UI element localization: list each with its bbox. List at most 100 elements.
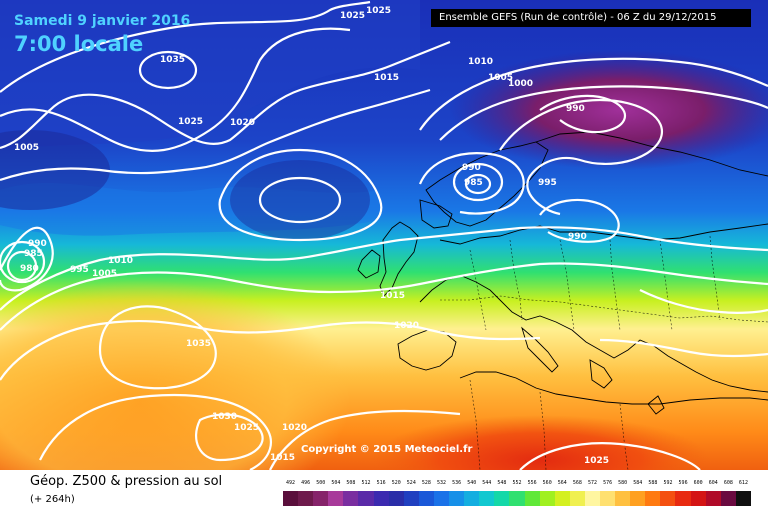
isobar-label: 1035 <box>160 55 185 65</box>
scale-swatch <box>313 491 329 506</box>
sahara-warm-core <box>370 415 710 470</box>
isobar-label: 990 <box>566 104 585 114</box>
isobar-label: 1005 <box>14 143 39 153</box>
scale-swatch <box>660 491 676 506</box>
legend-panel: Géop. Z500 & pression au sol (+ 264h) 49… <box>0 470 768 512</box>
upper-blue-area <box>0 0 420 150</box>
scale-swatch <box>433 491 450 506</box>
scale-label: 592 <box>663 480 673 486</box>
isobar-label: 985 <box>464 178 483 188</box>
scale-swatch <box>283 491 299 506</box>
isobar-label: 1025 <box>340 11 365 21</box>
scale-label: 512 <box>361 480 371 486</box>
scale-label: 580 <box>618 480 628 486</box>
isobar-label: 1020 <box>394 321 419 331</box>
scale-label: 596 <box>678 480 688 486</box>
forecast-time: 7:00 locale <box>14 32 144 56</box>
isobar-label: 1025 <box>366 6 391 16</box>
scale-labels: 492 496 500 504 508 512 516 520 524 528 532 536 540 5… <box>283 480 751 490</box>
scale-swatch <box>615 491 631 506</box>
isobar-label: 990 <box>462 163 481 173</box>
scale-swatch <box>645 491 661 506</box>
lead-time: (+ 264h) <box>30 494 75 505</box>
isobar-label: 990 <box>28 239 47 249</box>
scale-swatch <box>599 491 616 506</box>
scale-label: 532 <box>437 480 447 486</box>
isobar-label: 990 <box>568 232 587 242</box>
isobar-label: 1010 <box>468 57 493 67</box>
mid-low-core <box>230 160 370 240</box>
scale-label: 560 <box>542 480 552 486</box>
scale-label: 528 <box>421 480 431 486</box>
scale-label: 520 <box>391 480 401 486</box>
isobar-label: 1005 <box>92 269 117 279</box>
scale-swatch <box>569 491 585 506</box>
isobar-label: 980 <box>20 264 39 274</box>
scale-colors <box>283 491 751 506</box>
scale-label: 492 <box>286 480 296 486</box>
copyright: Copyright © 2015 Meteociel.fr <box>301 444 473 455</box>
scale-swatch <box>554 491 570 506</box>
scale-swatch <box>675 491 691 506</box>
country-borders <box>440 235 768 470</box>
isobar-label: 1020 <box>282 423 307 433</box>
isobar-label: 1020 <box>230 118 255 128</box>
isobar-label: 1025 <box>178 117 203 127</box>
scale-swatch <box>464 491 480 506</box>
scandinavian-trough <box>450 50 768 170</box>
scale-label: 504 <box>331 480 341 486</box>
isobar-label: 1015 <box>270 453 295 463</box>
scale-swatch <box>298 491 314 506</box>
scale-label: 576 <box>603 480 613 486</box>
scale-label: 540 <box>467 480 477 486</box>
scale-swatch <box>720 491 736 506</box>
scale-swatch <box>403 491 419 506</box>
isobar-label: 985 <box>24 249 43 259</box>
scale-swatch <box>418 491 434 506</box>
scale-label: 544 <box>482 480 492 486</box>
scale-swatch <box>524 491 540 506</box>
scale-swatch <box>388 491 404 506</box>
color-scale: 492 496 500 504 508 512 516 520 524 528 532 536 540 5… <box>283 480 751 510</box>
isobar-label: 995 <box>70 265 89 275</box>
scale-swatch <box>449 491 465 506</box>
isobar-label: 1025 <box>584 456 609 466</box>
scale-label: 588 <box>648 480 658 486</box>
scale-label: 604 <box>708 480 718 486</box>
weather-map: 1025 1025 1035 1025 1020 1005 1015 1010 … <box>0 0 768 470</box>
scale-swatch <box>358 491 374 506</box>
scale-swatch <box>630 491 646 506</box>
scale-swatch <box>690 491 706 506</box>
run-info-bar: Ensemble GEFS (Run de contrôle) - 06 Z d… <box>431 9 751 27</box>
scale-label: 508 <box>346 480 356 486</box>
isobar-label: 1015 <box>380 291 405 301</box>
isobar-labels: 1025 1025 1035 1025 1020 1005 1015 1010 … <box>14 6 609 466</box>
scale-swatch <box>373 491 389 506</box>
map-title: Géop. Z500 & pression au sol <box>30 474 223 489</box>
scale-label: 584 <box>633 480 643 486</box>
isobar-label: 1030 <box>212 412 237 422</box>
scale-label: 536 <box>452 480 462 486</box>
scale-swatch <box>328 491 344 506</box>
forecast-date: Samedi 9 janvier 2016 <box>14 13 191 29</box>
scale-label: 600 <box>693 480 703 486</box>
scale-label: 552 <box>512 480 522 486</box>
scale-label: 500 <box>316 480 326 486</box>
isobar-label: 1000 <box>508 79 533 89</box>
isobars <box>0 0 768 470</box>
scale-label: 572 <box>587 480 597 486</box>
scale-swatch <box>584 491 600 506</box>
scale-label: 608 <box>723 480 733 486</box>
scale-label: 496 <box>301 480 311 486</box>
scale-label: 516 <box>376 480 386 486</box>
isobar-label: 1015 <box>374 73 399 83</box>
scale-label: 556 <box>527 480 537 486</box>
isobar-label: 995 <box>538 178 557 188</box>
scale-swatch <box>509 491 525 506</box>
scale-label: 524 <box>406 480 416 486</box>
scale-swatch <box>343 491 359 506</box>
scale-swatch <box>705 491 721 506</box>
scale-swatch <box>479 491 495 506</box>
coastlines <box>357 131 768 415</box>
isobar-label: 1035 <box>186 339 211 349</box>
